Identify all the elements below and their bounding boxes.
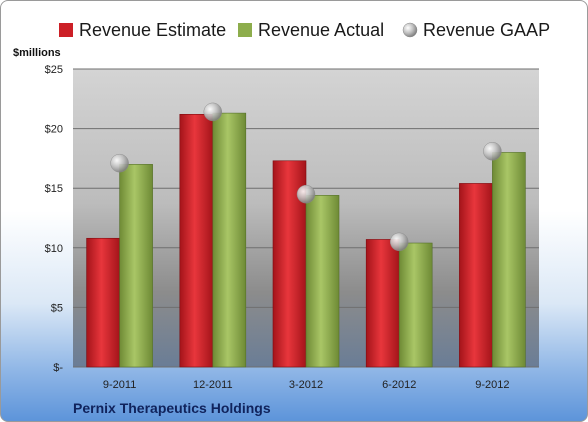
gaap-marker	[389, 232, 409, 252]
legend-label: Revenue Estimate	[79, 20, 226, 40]
x-tick-label: 3-2012	[289, 379, 323, 391]
x-tick-label: 12-2011	[193, 379, 233, 391]
y-axis-unit-label: $millions	[13, 47, 61, 59]
actual-bar	[119, 164, 153, 368]
legend-marker-gaap	[402, 22, 418, 38]
bars	[86, 112, 526, 368]
actual-bar	[305, 195, 340, 368]
legend-swatch-actual	[238, 23, 252, 37]
x-tick-label: 6-2012	[382, 379, 416, 391]
legend-label: Revenue Actual	[258, 20, 384, 40]
company-name: Pernix Therapeutics Holdings	[73, 400, 271, 416]
x-axis-ticks: 9-2011 12-2011 3-2012 6-2012 9-2012	[103, 379, 510, 391]
y-tick-label: $20	[45, 124, 63, 136]
gaap-marker	[483, 141, 502, 161]
legend-label: Revenue GAAP	[423, 20, 550, 40]
gaap-marker	[203, 102, 223, 122]
y-tick-label: $10	[45, 243, 63, 255]
x-tick-label: 9-2012	[475, 379, 509, 391]
actual-bar	[212, 112, 247, 368]
y-tick-label: $25	[45, 64, 63, 76]
gaap-marker	[296, 184, 316, 204]
actual-bar	[492, 152, 526, 368]
y-tick-label: $-	[53, 362, 63, 374]
y-tick-label: $5	[51, 302, 63, 314]
estimate-bar	[86, 237, 120, 368]
legend-swatch-estimate	[59, 23, 73, 37]
gaap-markers	[110, 102, 502, 252]
legend: Revenue Estimate Revenue Actual Revenue GA…	[59, 20, 550, 40]
estimate-bar	[179, 113, 214, 368]
estimate-bar	[365, 239, 400, 368]
y-tick-label: $15	[45, 183, 63, 195]
gaap-marker	[110, 153, 129, 173]
actual-bar	[398, 242, 433, 368]
y-axis-ticks: $- $5 $10 $15 $20 $25	[45, 64, 64, 374]
x-tick-label: 9-2011	[103, 379, 136, 391]
estimate-bar	[459, 183, 493, 368]
